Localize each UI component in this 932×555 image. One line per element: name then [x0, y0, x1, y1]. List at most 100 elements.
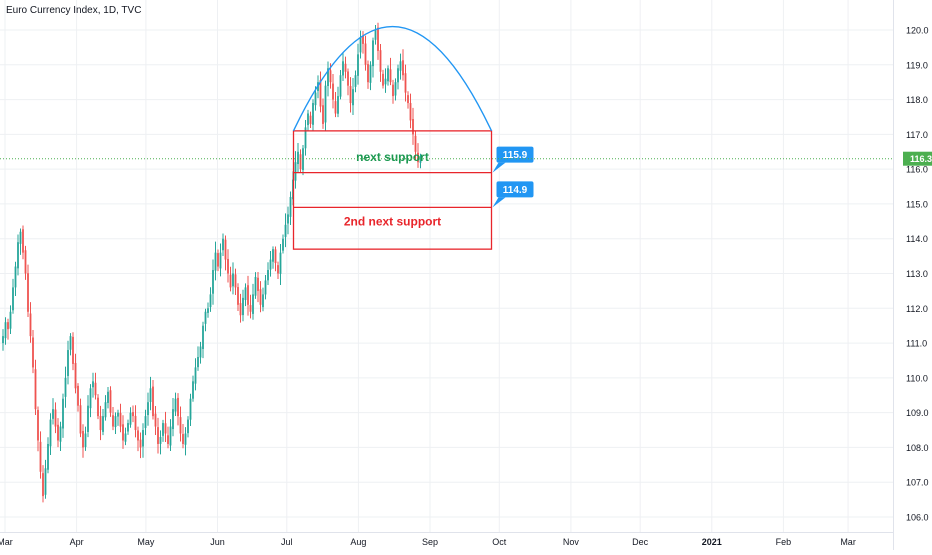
candle-body	[285, 225, 287, 237]
candle-body	[180, 417, 182, 433]
candle-body	[137, 430, 139, 440]
candle-body	[382, 74, 384, 86]
candle-body	[112, 415, 114, 426]
chart-title: Euro Currency Index, 1D, TVC	[6, 5, 141, 16]
candle-body	[50, 420, 52, 447]
candle-body	[150, 388, 152, 402]
time-tick-label: Jun	[210, 537, 225, 547]
candle-body	[32, 338, 34, 368]
candle-body	[352, 89, 354, 105]
candle-body	[37, 410, 39, 441]
candle-body	[90, 388, 92, 408]
candle-body	[7, 322, 9, 329]
price-tick-label: 119.0	[906, 60, 928, 70]
candle-body	[267, 270, 269, 280]
candle-body	[55, 409, 57, 426]
candle-body	[410, 103, 412, 120]
candle-body	[337, 96, 339, 114]
candle-body	[332, 84, 334, 100]
candle-body	[92, 381, 94, 387]
candle-body	[5, 322, 7, 338]
time-tick-label: Nov	[563, 537, 580, 547]
candle-body	[262, 294, 264, 307]
candle-body	[300, 154, 302, 169]
candle-body	[47, 444, 49, 470]
candle-body	[135, 416, 137, 430]
candle-body	[27, 273, 29, 312]
candle-body	[380, 50, 382, 72]
candle-body	[102, 416, 104, 432]
candle-body	[307, 113, 309, 125]
candle-body	[187, 420, 189, 434]
price-tick-label: 114.0	[906, 234, 928, 244]
candle-body	[220, 253, 222, 269]
candle-body	[157, 427, 159, 444]
price-axis[interactable]: 106.0107.0108.0109.0110.0111.0112.0113.0…	[894, 0, 932, 550]
candle-body	[165, 423, 167, 433]
candle-body	[240, 303, 242, 315]
candle-body	[160, 437, 162, 444]
candle-body	[222, 239, 224, 250]
candle-body	[10, 312, 12, 329]
candle-body	[212, 270, 214, 294]
candle-body	[152, 387, 154, 417]
time-tick-label: Dec	[632, 537, 649, 547]
price-tick-label: 111.0	[906, 339, 927, 349]
candle-body	[15, 267, 17, 288]
candle-body	[95, 383, 97, 396]
candle-body	[232, 274, 234, 287]
candle-body	[242, 298, 244, 315]
candle-body	[340, 75, 342, 96]
candle-body	[82, 431, 84, 447]
candle-body	[72, 337, 74, 364]
candle-body	[217, 253, 219, 266]
price-tick-label: 120.0	[906, 26, 929, 36]
time-tick-label: Oct	[492, 537, 507, 547]
candle-body	[325, 86, 327, 123]
candle-body	[225, 240, 227, 260]
candle-body	[197, 357, 199, 367]
candle-body	[360, 37, 362, 52]
candle-body	[397, 68, 399, 82]
candle-body	[227, 259, 229, 274]
candle-body	[25, 250, 27, 273]
candle-body	[407, 95, 409, 103]
candle-body	[385, 79, 387, 85]
candle-body	[347, 71, 349, 85]
candle-body	[322, 105, 324, 124]
candle-body	[57, 425, 59, 441]
candle-body	[400, 61, 402, 70]
candle-body	[127, 423, 129, 431]
candle-body	[115, 416, 117, 427]
candle-body	[167, 435, 169, 444]
candle-body	[40, 442, 42, 472]
current-price-text: 116.3	[910, 154, 932, 164]
annotation-second-support: 2nd next support	[344, 214, 441, 228]
candle-body	[12, 287, 14, 310]
candle-body	[260, 289, 262, 305]
candle-body	[200, 347, 202, 358]
candle-body	[345, 64, 347, 72]
candle-body	[85, 434, 87, 447]
candle-body	[20, 232, 22, 244]
candle-body	[235, 274, 237, 287]
time-tick-label: Mar	[0, 537, 13, 547]
candle-body	[312, 103, 314, 125]
price-tick-label: 112.0	[906, 304, 928, 314]
candle-body	[335, 101, 337, 113]
price-tick-label: 118.0	[906, 95, 928, 105]
candle-body	[372, 40, 374, 66]
candle-body	[45, 468, 47, 494]
candle-body	[132, 412, 134, 416]
candle-body	[405, 73, 407, 92]
support-box	[294, 131, 492, 249]
candle-body	[80, 405, 82, 433]
candle-body	[310, 116, 312, 124]
candle-body	[97, 398, 99, 416]
time-tick-label: Apr	[70, 537, 84, 547]
candle-body	[70, 336, 72, 350]
candle-body	[295, 162, 297, 180]
